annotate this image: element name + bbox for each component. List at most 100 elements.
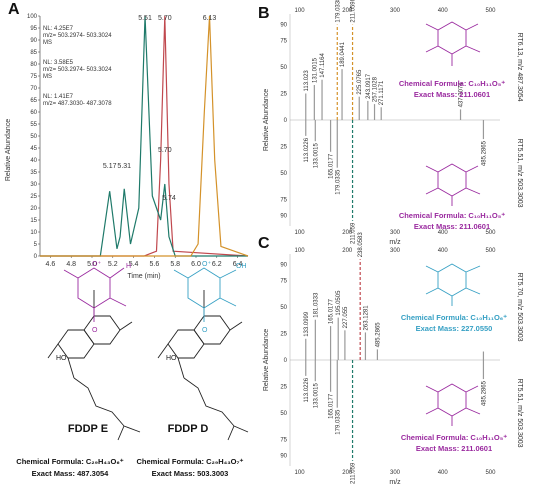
chrom-x-tick-label: 5.4 [129,261,139,268]
spec-b-top-peak-label: 437.3074 [459,82,465,108]
chrom-x-tick-label: 6.0 [191,261,201,268]
structure-fddp-e [47,267,141,441]
e-chain-1 [67,357,75,379]
d-ch2oh [219,269,237,279]
spec-c-x-tick-bottom: 300 [390,470,401,476]
spec-b-x-tick-bottom: 200 [342,230,353,236]
e-chain-3 [117,425,125,441]
chrom-legend-entry: m/z= 503.2974- 503.3024 [43,33,112,39]
spec-b-x-tick-bottom: 100 [295,230,306,236]
spec-b-bottom-peak-label: 113.0226 [304,137,310,162]
spec-c-x-tick-top: 300 [390,248,401,254]
chrom-x-tick-label: 4.6 [46,261,56,268]
spec-b-x-tick-top: 200 [342,8,353,14]
chrom-y-tick-label: 80 [30,62,37,68]
chrom-x-tick-label: 6.4 [233,261,243,268]
fragment-c-bottom [425,383,481,426]
spec-b-top-peak-label: 113.023 [304,70,310,92]
spec-c-top-rt-label: RT5.70, m/z 503.3003 [516,272,523,341]
chrom-y-tick-label: 95 [30,26,37,32]
chrom-y-tick-label: 60 [30,110,37,116]
e-oh-bond [47,343,59,359]
spec-b-bottom-peak-label: 211.059 [351,222,357,244]
chrom-legend-entry: NL: 4.25E7 [43,26,74,32]
spec-c-bottom-rt-label: RT5.51, m/z 503.3003 [516,378,523,447]
fddp-e-formula: Chemical Formula: C₂₉H₄₃O₆⁺ [16,457,123,466]
chrom-peak-labels: 5.17 5.31 5.51 5.70 5.70 5.74 6.13 [103,15,217,202]
spec-b-ylabel: Relative Abundance [263,89,270,151]
chrom-y-tick-label: 90 [30,38,37,44]
spec-b-top-peak-label: 243.0917 [366,73,372,99]
spec-c-top-peak-label: 195.0505 [336,290,342,316]
spec-c-bottom-peak-label: 133.0015 [313,383,319,409]
d-oplus-label: O⁺ [202,261,211,268]
d-chain-1 [177,357,185,379]
spec-c-top-peak-label: 263.1281 [363,305,369,331]
chrom-peak-label: 5.70 [158,15,172,22]
chrom-y-tick-label: 40 [30,158,37,164]
structure-fddp-d [157,267,249,441]
chrom-peak-label: 5.31 [117,163,131,170]
d-chain-4 [233,425,249,433]
chrom-x-tick-label: 4.8 [66,261,76,268]
e-ester [109,297,127,307]
fragment-b-top-formula: Chemical Formula: C₁₀H₁₁O₅⁺ [399,79,505,88]
chrom-y-tick-label: 65 [30,98,37,104]
spec-c-y-tick-top: 25 [280,332,287,338]
spec-b-x-tick-top: 500 [485,8,496,14]
chrom-series-line [40,15,249,257]
chrom-y-tick-label: 15 [30,218,37,224]
spec-b-x-tick-bottom: 500 [485,230,496,236]
fddp-e-mass: Exact Mass: 487.3054 [32,469,110,478]
d-ring-top [193,315,231,345]
chrom-x-tick-label: 5.2 [108,261,118,268]
chrom-y-tick-label: 100 [27,14,38,20]
spec-c-top-peak-label: 165.0177 [329,298,335,324]
chrom-peak-label: 5.74 [162,195,176,202]
e-exo-methylene [119,321,133,331]
spec-c-top-peak-label: 485.2865 [375,322,381,348]
spec-c-top-peak-label: 238.0583 [358,232,364,258]
spec-c-xlabel: m/z [389,479,401,484]
spec-b-bottom-peak-label: 133.0015 [313,143,319,169]
spec-b-x-tick-bottom: 300 [390,230,401,236]
d-oh-bond [157,343,169,359]
spec-b-y-tick-bottom: 25 [280,145,287,151]
spec-b-x-tick-top: 300 [390,8,401,14]
chromatogram-panel: Relative Abundance Time (min) 0 5 10 15 20 25… [5,14,249,280]
spec-c-x-tick-top: 500 [485,248,496,254]
spectrum-panel-b: Relative Abundance m/z 100 100 200 200 300 300 4… [263,0,523,246]
spec-b-xlabel: m/z [389,239,401,246]
chrom-y-tick-label: 5 [34,242,38,248]
chrom-y-tick-label: 45 [30,146,37,152]
d-o-label: O [202,327,208,334]
e-methyl [109,267,125,279]
spec-c-y-tick-bottom: 50 [280,411,287,417]
chrom-peak-label: 5.17 [103,163,117,170]
e-ho-label: HO [56,355,67,362]
spec-c-y-tick-top: 90 [280,263,287,269]
spec-b-top-peak-label: 131.0015 [312,57,318,83]
spec-b-y-tick-bottom: 50 [280,171,287,177]
d-ester [219,297,237,307]
fddp-d-mass: Exact Mass: 503.3003 [152,469,229,478]
spec-b-top-peak-label: 147.1164 [320,52,326,77]
spec-b-bottom-peak-label: 165.0177 [329,153,335,179]
spec-c-bottom-peak-label: 165.0177 [329,393,335,419]
spec-b-top-rt-label: RT6.13, m/z 487.3054 [516,32,523,101]
d-exo-methylene [229,321,243,331]
chrom-peak-label: 6.13 [203,15,217,22]
spec-b-top-peak-label: 257.1028 [373,76,379,102]
spec-c-bottom-peak-label: 179.0335 [335,409,341,435]
spec-c-y-tick-bottom: 25 [280,385,287,391]
fragment-b-bottom-mass: Exact Mass: 211.0601 [414,222,490,231]
d-chain-3 [227,425,235,441]
spec-c-y-tick-top: 50 [280,305,287,311]
chrom-y-tick-label: 75 [30,74,37,80]
chrom-x-tick-label: 6.2 [212,261,222,268]
d-ring-bottom [167,329,205,359]
chrom-x-tick-label: 5.8 [170,261,180,268]
